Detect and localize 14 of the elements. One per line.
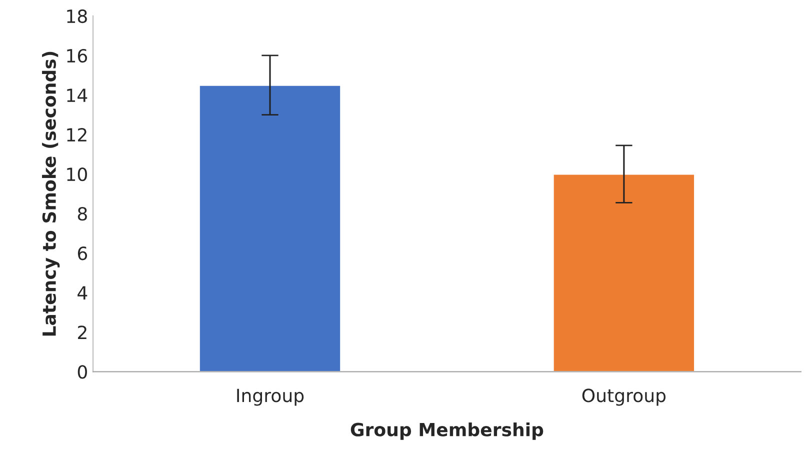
y-tick-label: 16 — [67, 48, 88, 63]
y-tick-label: 4 — [78, 286, 88, 300]
y-tick-label: 2 — [78, 326, 86, 339]
y-tick-label: 18 — [67, 9, 87, 24]
y-tick-label: 8 — [78, 207, 87, 221]
x-tick-label: Outgroup — [582, 388, 666, 406]
x-axis-title: Group Membership — [350, 422, 544, 440]
y-tick-label: 10 — [67, 168, 87, 182]
y-tick-label: 12 — [67, 128, 86, 142]
x-tick-label: Ingroup — [237, 388, 304, 406]
y-tick-label: 6 — [78, 246, 88, 260]
y-axis-title: Latency to Smoke (seconds) — [42, 52, 60, 336]
y-tick-label: 14 — [67, 88, 88, 102]
y-tick-label: 0 — [78, 365, 87, 379]
